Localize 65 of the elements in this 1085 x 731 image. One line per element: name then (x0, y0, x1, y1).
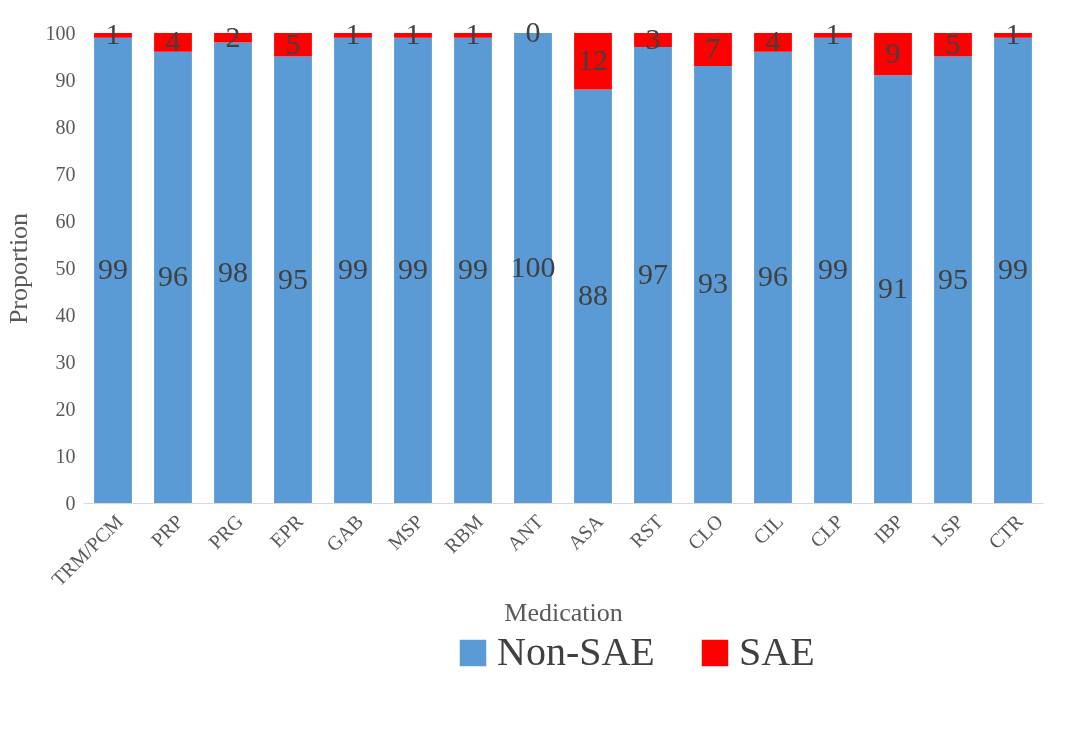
y-tick-label: 70 (55, 162, 76, 185)
x-axis-title: Medication (504, 598, 623, 628)
bar (934, 56, 972, 503)
y-tick-label: 10 (55, 444, 76, 467)
data-label: 9 (885, 36, 901, 70)
x-tick-label: CTR (984, 509, 1028, 554)
x-tick-label: GAB (321, 510, 368, 556)
data-label: 98 (218, 254, 248, 288)
y-tick-label: 100 (45, 21, 76, 44)
x-tick-label: RST (625, 510, 668, 552)
x-tick-label: PRP (146, 510, 188, 551)
bar (694, 65, 732, 503)
data-label: 88 (578, 278, 608, 312)
x-tick-label: CLO (683, 510, 728, 554)
x-tick-label: ASA (563, 509, 608, 554)
bar (574, 89, 612, 503)
data-label: 1 (405, 17, 421, 51)
data-label: 99 (398, 252, 428, 286)
data-label: 99 (818, 252, 848, 286)
data-label: 4 (165, 24, 181, 58)
bar (154, 51, 192, 503)
x-tick-label: IBP (869, 510, 908, 548)
data-label: 4 (765, 24, 781, 58)
y-tick-label: 40 (55, 303, 76, 326)
data-label: 91 (878, 271, 908, 305)
x-tick-label: LSP (927, 510, 968, 551)
x-tick-label: CLP (805, 510, 848, 552)
data-label: 99 (98, 252, 128, 286)
bar (874, 33, 912, 76)
y-tick-label: 0 (65, 491, 76, 514)
data-label: 97 (638, 257, 668, 291)
data-label: 7 (705, 31, 721, 65)
bar (574, 33, 612, 90)
y-axis-title: Proportion (3, 212, 33, 325)
bar (634, 47, 672, 503)
legend-label: Non-SAE (497, 629, 655, 674)
data-label: 96 (158, 259, 188, 293)
bar (754, 51, 792, 503)
data-label: 96 (758, 259, 788, 293)
y-tick-label: 60 (55, 209, 76, 232)
y-tick-label: 50 (55, 256, 76, 279)
data-label: 12 (578, 43, 608, 77)
data-label: 95 (938, 261, 968, 295)
bar (874, 75, 912, 503)
bar (694, 33, 732, 66)
x-tick-label: EPR (265, 509, 308, 552)
data-label: 5 (945, 26, 961, 60)
data-label: 99 (338, 252, 368, 286)
data-label: 1 (825, 17, 841, 51)
bar (274, 56, 312, 503)
legend-label: SAE (739, 629, 815, 674)
data-label: 1 (105, 17, 121, 51)
data-label: 5 (285, 26, 301, 60)
y-tick-label: 30 (55, 350, 76, 373)
x-tick-label: CIL (748, 510, 788, 549)
data-label: 93 (698, 266, 728, 300)
y-tick-label: 80 (55, 115, 76, 138)
data-label: 99 (998, 252, 1028, 286)
data-label: 1 (1005, 17, 1021, 51)
y-tick-label: 90 (55, 68, 76, 91)
data-label: 99 (458, 252, 488, 286)
data-label: 1 (465, 17, 481, 51)
data-label: 95 (278, 261, 308, 295)
data-label: 1 (345, 17, 361, 51)
y-tick-label: 20 (55, 397, 76, 420)
